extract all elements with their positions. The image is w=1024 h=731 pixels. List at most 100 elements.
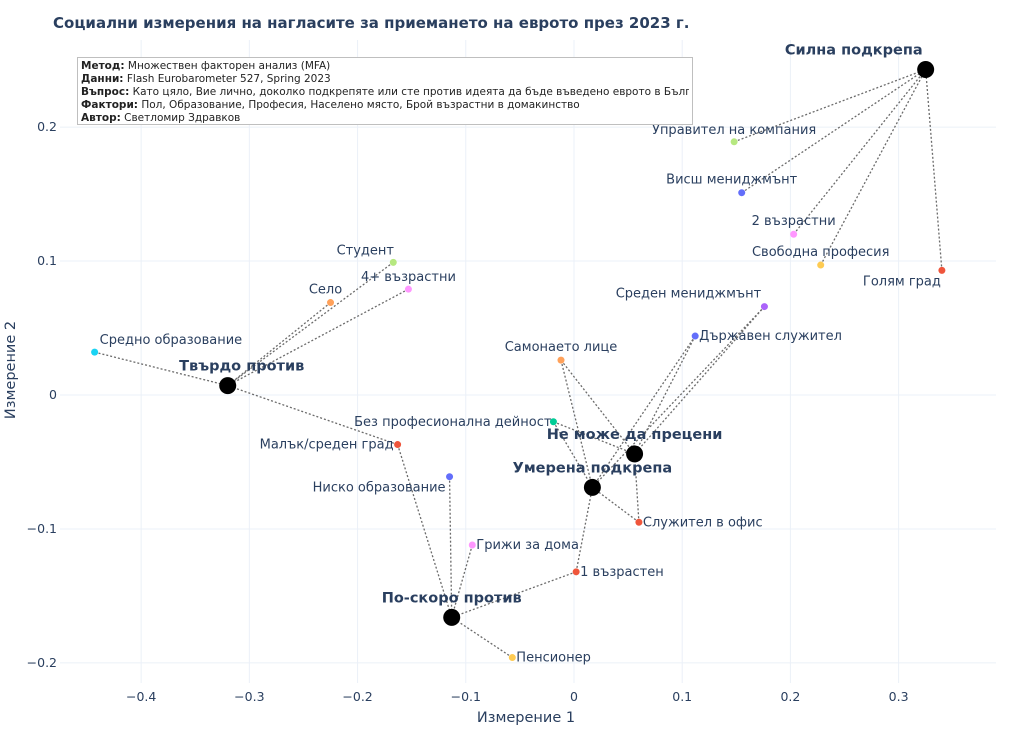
category-point (635, 518, 643, 526)
x-tick-label: −0.2 (342, 689, 372, 704)
centroid-label: Силна подкрепа (785, 42, 923, 58)
connector-line (560, 360, 594, 488)
info-value: Пол, Образование, Професия, Населено мяс… (141, 99, 580, 111)
connector-line (591, 486, 640, 523)
category-label: Пенсионер (516, 651, 591, 666)
info-key: Въпрос: (81, 86, 130, 98)
category-point (738, 189, 746, 197)
connector-line (741, 68, 927, 194)
category-point (549, 418, 557, 426)
info-key: Фактори: (81, 99, 138, 111)
category-label: Грижи за дома (476, 538, 579, 553)
info-line-question: Въпрос: Като цяло, Вие лично, доколко по… (81, 86, 689, 99)
category-point (508, 654, 516, 662)
category-label: Без професионална дейност (354, 415, 552, 430)
y-axis-title: Измерение 2 (3, 321, 19, 419)
info-line-method: Метод: Множествен факторен анализ (MFA) (81, 60, 689, 73)
category-point (91, 348, 99, 356)
category-point (389, 258, 397, 266)
connector-line (925, 69, 943, 271)
connector-line (591, 306, 765, 488)
category-label: Свободна професия (752, 245, 889, 260)
category-point (760, 303, 768, 311)
category-label: Висш мениджмънт (666, 173, 797, 188)
category-label: Ниско образование (313, 481, 446, 496)
info-value: Светломир Здравков (124, 112, 241, 124)
centroid-points: Силна подкрепа Твърдо против Не може да пр… (179, 42, 935, 626)
category-points: Управител на компания Висш мениджмънт 2 въ… (91, 123, 946, 666)
category-point (394, 441, 402, 449)
chart-title: Социални измерения на нагласите за прием… (53, 14, 690, 32)
centroid-label: По-скоро против (382, 590, 522, 606)
y-tick-label: 0.1 (37, 253, 57, 268)
info-line-author: Автор: Светломир Здравков (81, 112, 689, 125)
grid (60, 40, 996, 683)
centroid-point (917, 60, 935, 78)
info-value: Като цяло, Вие лично, доколко подкрепяте… (132, 86, 689, 98)
centroid-point (443, 608, 461, 626)
category-point (468, 541, 476, 549)
connector-lines (94, 68, 943, 659)
y-tick-label: −0.2 (27, 655, 57, 670)
category-label: 4+ възрастни (361, 270, 456, 285)
category-point (557, 356, 565, 364)
category-label: Село (309, 283, 342, 298)
info-line-factors: Фактори: Пол, Образование, Професия, Нас… (81, 99, 689, 112)
centroid-point (219, 377, 237, 395)
connector-line (451, 544, 473, 618)
category-label: 1 възрастен (580, 565, 664, 580)
category-point (327, 299, 335, 307)
category-point (730, 138, 738, 146)
connector-line (553, 421, 635, 455)
category-point (790, 230, 798, 238)
x-tick-labels: −0.4 −0.3 −0.2 −0.1 0 0.1 0.2 0.3 (126, 689, 909, 704)
y-tick-label: −0.1 (27, 521, 57, 536)
category-point (404, 285, 412, 293)
method-info-box: Метод: Множествен факторен анализ (MFA) … (77, 57, 693, 125)
connector-line (633, 453, 640, 523)
category-point (691, 332, 699, 340)
x-tick-label: 0.2 (780, 689, 800, 704)
centroid-label: Не може да прецени (547, 427, 723, 443)
category-point (572, 568, 580, 576)
x-tick-label: −0.3 (234, 689, 264, 704)
y-tick-labels: −0.2 −0.1 0 0.1 0.2 (27, 119, 57, 670)
category-label: Среден мениджмънт (616, 287, 762, 302)
x-tick-label: −0.1 (451, 689, 481, 704)
x-tick-label: 0 (570, 689, 578, 704)
centroid-point (583, 478, 601, 496)
category-point (817, 261, 825, 269)
connector-line (591, 335, 696, 488)
category-point (938, 266, 946, 274)
category-label: Самонаето лице (505, 340, 618, 355)
category-label: Управител на компания (652, 123, 816, 138)
x-tick-label: −0.4 (126, 689, 156, 704)
category-label: Студент (337, 243, 395, 258)
connector-line (94, 351, 228, 387)
category-label: 2 възрастни (752, 214, 836, 229)
connector-line (451, 616, 513, 659)
x-axis-title: Измерение 1 (477, 710, 575, 726)
info-key: Данни: (81, 73, 124, 85)
y-tick-label: 0.2 (37, 119, 57, 134)
category-label: Голям град (863, 274, 941, 289)
connector-line (448, 476, 453, 618)
connector-line (552, 421, 593, 488)
category-point (446, 473, 454, 481)
info-value: Множествен факторен анализ (MFA) (127, 60, 331, 72)
info-line-data: Данни: Flash Eurobarometer 527, Spring 2… (81, 73, 689, 86)
centroid-label: Умерена подкрепа (513, 460, 672, 476)
connector-line (575, 487, 594, 572)
info-value: Flash Eurobarometer 527, Spring 2023 (126, 73, 331, 85)
centroid-label: Твърдо против (179, 359, 304, 375)
category-label: Малък/среден град (260, 438, 394, 453)
x-tick-label: 0.3 (889, 689, 909, 704)
connector-line (227, 384, 398, 446)
info-key: Автор: (81, 112, 121, 124)
category-label: Държавен служител (699, 329, 842, 344)
category-label: Служител в офис (643, 515, 763, 530)
connector-line (793, 69, 927, 235)
info-key: Метод: (81, 60, 125, 72)
connector-line (820, 69, 927, 266)
x-tick-label: 0.1 (672, 689, 692, 704)
